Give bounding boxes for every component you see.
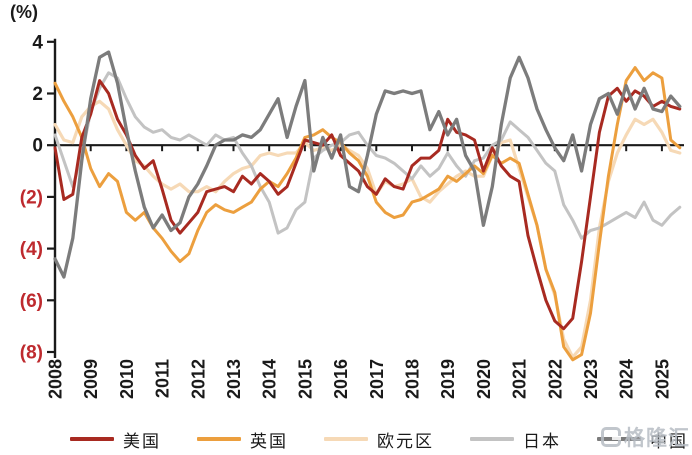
x-tick-label-2011: 2011 bbox=[153, 359, 173, 398]
legend-label-uk: 英国 bbox=[250, 431, 288, 451]
legend-item-eurozone: 欧元区 bbox=[324, 427, 434, 452]
x-tick-label-2018: 2018 bbox=[403, 359, 423, 399]
gelonghui-logo-icon bbox=[601, 427, 621, 447]
y-tick-label-0: 0 bbox=[32, 136, 43, 157]
x-tick-label-2022: 2022 bbox=[545, 359, 565, 399]
watermark-text: 格隆汇 bbox=[624, 426, 690, 450]
x-tick-label-2010: 2010 bbox=[117, 359, 137, 399]
series-line-us bbox=[53, 79, 682, 331]
legend-label-eurozone: 欧元区 bbox=[377, 431, 434, 451]
x-tick-label-2023: 2023 bbox=[581, 359, 601, 399]
gelonghui-logo-notch bbox=[612, 436, 621, 440]
legend-label-china: 中国 bbox=[650, 431, 688, 451]
legend-item-uk: 英国 bbox=[197, 427, 288, 452]
y-tick-label-4: 4 bbox=[32, 32, 43, 53]
x-tick-label-2024: 2024 bbox=[617, 359, 637, 399]
x-tick-label-2009: 2009 bbox=[81, 359, 101, 399]
y-tick-label-(8): (8) bbox=[20, 343, 43, 364]
series-line-uk bbox=[53, 66, 682, 362]
y-tick-label-2: 2 bbox=[32, 84, 43, 105]
legend-item-us: 美国 bbox=[70, 427, 161, 452]
legend-swatch-japan bbox=[470, 437, 514, 441]
x-tick-label-2019: 2019 bbox=[438, 359, 458, 399]
x-tick-label-2020: 2020 bbox=[474, 359, 494, 399]
y-axis-unit-label: (%) bbox=[10, 2, 38, 22]
x-tick-label-2021: 2021 bbox=[510, 359, 530, 399]
x-tick-label-2013: 2013 bbox=[224, 359, 244, 399]
legend: 美国 英国 欧元区 日本 中国 bbox=[70, 427, 688, 451]
x-tick-label-2014: 2014 bbox=[260, 359, 280, 399]
legend-label-us: 美国 bbox=[123, 431, 161, 451]
x-tick-label-2025: 2025 bbox=[652, 359, 672, 399]
legend-swatch-us bbox=[70, 437, 114, 441]
watermark-gelonghui: 格隆汇 bbox=[601, 422, 690, 452]
legend-label-japan: 日本 bbox=[523, 431, 561, 451]
x-tick-label-2008: 2008 bbox=[46, 359, 66, 399]
y-tick-label-(2): (2) bbox=[20, 187, 43, 208]
x-tick-label-2017: 2017 bbox=[367, 359, 387, 399]
series-line-china bbox=[53, 50, 682, 279]
x-tick-label-2016: 2016 bbox=[331, 359, 351, 399]
y-tick-label-(6): (6) bbox=[20, 291, 43, 312]
legend-item-japan: 日本 bbox=[470, 427, 561, 452]
legend-swatch-eurozone bbox=[324, 437, 368, 441]
x-tick-label-2015: 2015 bbox=[295, 359, 315, 399]
y-tick-label-(4): (4) bbox=[20, 239, 43, 260]
legend-swatch-uk bbox=[197, 437, 241, 441]
series-line-japan bbox=[53, 71, 682, 240]
x-tick-label-2012: 2012 bbox=[188, 359, 208, 399]
